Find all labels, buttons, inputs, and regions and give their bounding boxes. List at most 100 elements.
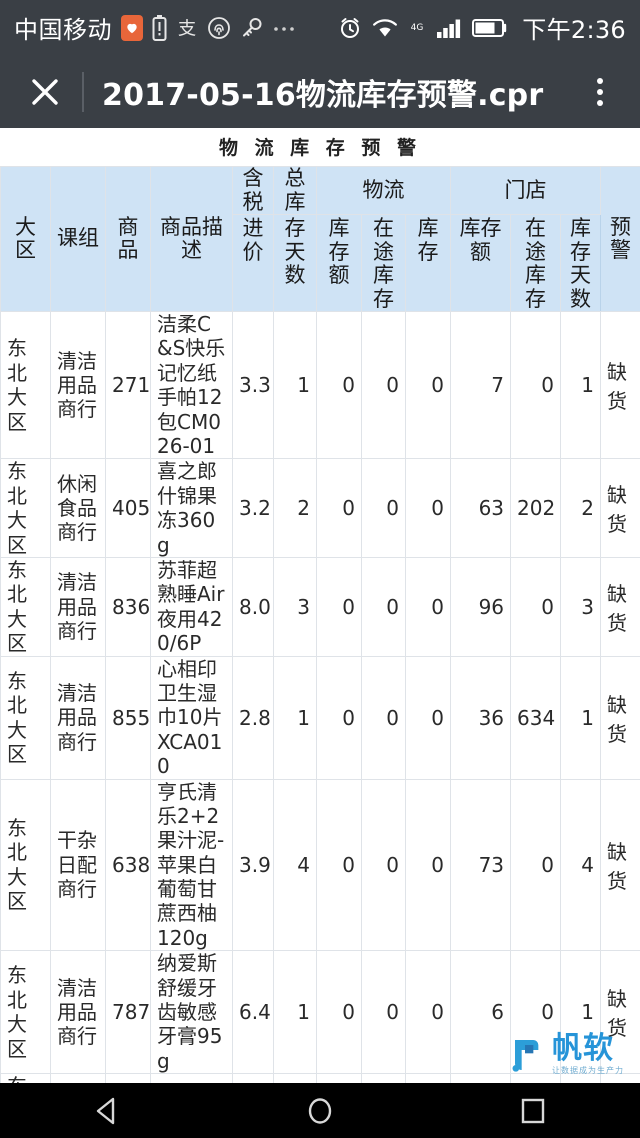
cell-group: 清洁用品商行 <box>50 557 106 657</box>
cell-warn: 缺货 <box>600 557 640 657</box>
cell-desc: 纳爱斯舒缓牙齿敏感牙膏95g <box>150 950 233 1075</box>
cell-st_days: 1 <box>560 950 602 1075</box>
cell-st_amount: 6 <box>450 950 512 1075</box>
nav-recents-button[interactable] <box>488 1083 578 1138</box>
svg-text:4G: 4G <box>411 23 424 33</box>
cell-price: 3.2 <box>232 458 274 558</box>
cell-price: 8.0 <box>232 557 274 657</box>
cell-desc: 洁柔C&S快乐记忆纸手帕12包CM026-01 <box>150 311 233 460</box>
col-group-header-store: 门店 <box>450 165 602 216</box>
cell-price: 3.9 <box>232 778 274 952</box>
app-bar-divider <box>82 71 84 112</box>
cell-lg_stock: 0 <box>404 778 452 952</box>
cell-st_days: 4 <box>560 1073 602 1083</box>
cell-lg_stock: 0 <box>404 557 452 657</box>
cell-group: 清洁用品商行 <box>50 311 106 460</box>
col-header-logistics-amount: 库存额 <box>316 214 362 313</box>
cell-region: 东北大区 <box>0 950 51 1075</box>
col-header-price-top: 含税 <box>232 165 274 216</box>
table-row[interactable]: 东北大区清洁用品商行855557心相印卫生湿巾10片XCA0102.810003… <box>0 655 640 780</box>
col-header-price: 进价 <box>232 214 274 313</box>
cell-lg_stock: 0 <box>404 311 452 460</box>
table-row[interactable]: 东北大区休闲食品商行405701喜之郎什锦果冻360g3.22000632022… <box>0 458 640 558</box>
cell-sku: 787896 <box>105 950 151 1075</box>
signal-bars-icon <box>436 17 462 39</box>
battery-icon <box>472 18 508 38</box>
status-clock: 下午2:36 <box>522 16 626 44</box>
cell-sku: 405701 <box>105 458 151 558</box>
cell-warn: 缺货 <box>600 950 640 1075</box>
cell-price: 3.3 <box>232 311 274 460</box>
cell-lg_transit: 0 <box>361 778 406 952</box>
cell-st_amount: 96 <box>450 557 512 657</box>
more-vertical-icon <box>597 88 603 95</box>
cell-st_days: 4 <box>560 778 602 952</box>
battery-alert-icon <box>152 14 167 41</box>
table-row[interactable]: 东北大区清洁用品商行271913洁柔C&S快乐记忆纸手帕12包CM026-013… <box>0 311 640 460</box>
cell-region: 东北大区 <box>0 458 51 558</box>
cell-total_days: 1 <box>273 311 317 460</box>
cell-total_days: 2 <box>273 458 317 558</box>
cell-st_transit: 0 <box>510 950 562 1075</box>
cell-warn: 缺货 <box>600 778 640 952</box>
cell-lg_stock: 0 <box>404 458 452 558</box>
table-header-row-2: 进价 存天数 库存额 在途 库存 库存 库存额 在途 库存 库存 天数 <box>1 214 640 313</box>
table-row[interactable]: 东北大区干杂日配商行638669亨氏清乐2+2果汁泥-苹果白葡萄甘蔗西柚120g… <box>0 778 640 952</box>
cell-sku: 85361 <box>105 1073 151 1083</box>
cell-st_amount: 36 <box>450 655 512 780</box>
nav-back-button[interactable] <box>62 1083 152 1138</box>
cell-sku: 638669 <box>105 778 151 952</box>
cell-region: 东北大区 <box>0 1073 51 1083</box>
cell-st_transit: 0 <box>510 778 562 952</box>
col-header-store-amount: 库存额 <box>450 214 512 313</box>
cell-st_transit: 0 <box>510 311 562 460</box>
cell-lg_transit: 0 <box>361 311 406 460</box>
cell-desc: 喜之郎什锦果冻360g <box>150 458 233 558</box>
status-bar-left: 中国移动 支 <box>14 10 338 45</box>
close-button[interactable] <box>22 69 68 115</box>
cell-lg_stock: 0 <box>404 950 452 1075</box>
cell-st_days: 1 <box>560 311 602 460</box>
nav-home-button[interactable] <box>275 1083 365 1138</box>
heart-badge-icon <box>121 14 143 41</box>
cell-lg_transit: 0 <box>361 655 406 780</box>
cell-price: 6.0 <box>232 1073 274 1083</box>
cell-sku: 855557 <box>105 655 151 780</box>
status-bar-right: 4G 下午2:36 <box>338 10 626 45</box>
cell-lg_amount: 0 <box>316 458 362 558</box>
cell-st_amount: 6 <box>450 1073 512 1083</box>
table-row[interactable]: 东北大区清洁用品商行787896纳爱斯舒缓牙齿敏感牙膏95g6.41000601… <box>0 950 640 1075</box>
cell-lg_stock: 0 <box>404 655 452 780</box>
col-header-desc: 商品描述 <box>150 165 233 313</box>
overflow-menu-button[interactable] <box>578 68 622 116</box>
android-nav-bar <box>0 1083 640 1138</box>
network-type-label: 4G <box>408 21 426 35</box>
cell-group: 干杂日配商行 <box>50 778 106 952</box>
col-header-store-transit: 在途 库存 <box>510 214 562 313</box>
status-bar: 中国移动 支 <box>0 0 640 55</box>
table-row[interactable]: 东北大区清洁用品商行836133苏菲超熟睡Air夜用420/6P8.030009… <box>0 557 640 657</box>
app-bar: 2017-05-16物流库存预警.cpr <box>0 55 640 128</box>
cell-st_transit: 202 <box>510 458 562 558</box>
alipay-icon: 支 <box>176 15 198 41</box>
col-header-store-days: 库存 天数 <box>560 214 602 313</box>
col-header-warning: 预警 <box>600 165 640 313</box>
cell-total_days: 4 <box>273 778 317 952</box>
home-icon <box>308 1097 332 1124</box>
col-header-region: 大区 <box>0 165 51 313</box>
table-row[interactable]: 东北大区干杂日配商行85361水塔茉莉白醋420ml6.04000604缺货 <box>0 1073 640 1083</box>
cell-lg_amount: 0 <box>316 1073 362 1083</box>
cell-warn: 缺货 <box>600 458 640 558</box>
cell-group: 清洁用品商行 <box>50 950 106 1075</box>
cell-sku: 836133 <box>105 557 151 657</box>
cell-group: 清洁用品商行 <box>50 655 106 780</box>
cell-region: 东北大区 <box>0 655 51 780</box>
cell-lg_transit: 0 <box>361 458 406 558</box>
col-header-logistics-stock: 库存 <box>404 214 452 313</box>
table-header: 大区 课组 商品 商品描述 含税 总库 物流 门店 预警 进价 存天数 库存额 … <box>0 165 640 313</box>
col-header-sku: 商品 <box>105 165 151 313</box>
cell-total_days: 1 <box>273 950 317 1075</box>
table-header-row-1: 大区 课组 商品 商品描述 含税 总库 物流 门店 预警 <box>0 165 640 313</box>
report-viewport[interactable]: 物 流 库 存 预 警 大区 课组 商品 商品描述 含税 总库 物流 门店 <box>0 128 640 1083</box>
cell-total_days: 3 <box>273 557 317 657</box>
